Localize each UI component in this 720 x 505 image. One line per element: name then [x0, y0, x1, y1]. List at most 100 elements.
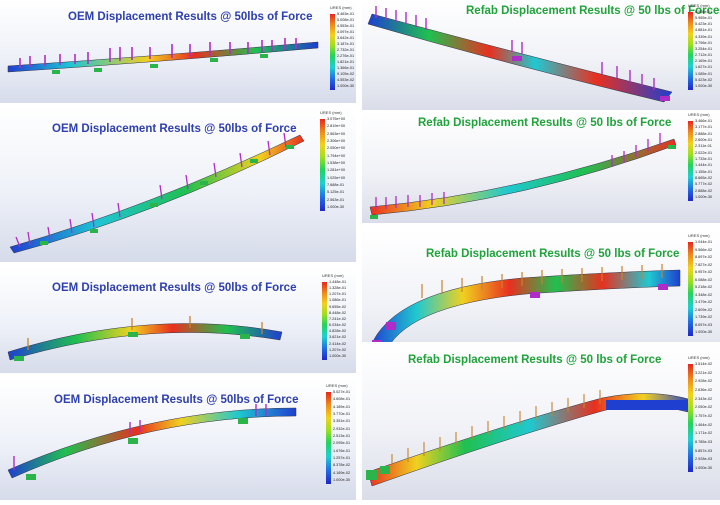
legend-tick-label: 2.928e-02 — [695, 379, 713, 384]
legend-tick-label: 2.050e+00 — [327, 146, 346, 151]
legend-ticks: 3.466e-01 3.177e-01 2.888e-01 2.600e-01 2.31… — [695, 119, 712, 199]
legend-tick-label: 6.088e-02 — [695, 277, 713, 282]
legend-tick-label: 3.075e+00 — [327, 117, 346, 121]
legend-tick-label: 2.888e-02 — [695, 188, 713, 193]
legend-tick-label: 2.732e-01 — [337, 48, 355, 52]
beam-model — [367, 6, 673, 103]
legend-tick-label: 1.448e-01 — [329, 280, 347, 284]
legend-tick-label: 1.171e-02 — [695, 431, 713, 436]
color-legend: URES (mm) 5.463e-01 5.008e-01 4.553e-01 4.0… — [330, 5, 356, 90]
panel-oem-3: OEM Displacement Results @ 50lbs of Forc… — [0, 268, 356, 373]
legend-tick-label: 1.000e-30 — [695, 83, 713, 88]
beam-model — [369, 133, 677, 219]
legend-tick-label: 1.207e-01 — [329, 292, 347, 297]
legend-tick-label: 1.000e-30 — [329, 353, 347, 358]
load-arrows — [19, 38, 297, 68]
legend-ticks: 3.075e+00 2.819e+00 2.563e+00 2.306e+00 2.05… — [327, 117, 345, 209]
legend-bar — [688, 242, 693, 336]
legend-tick-label: 7.688e-01 — [327, 182, 345, 187]
legend-tick-label: 3.187e-01 — [337, 42, 355, 46]
legend-tick-label: 2.095e-01 — [333, 441, 351, 446]
legend-tick-label: 1.627e-01 — [695, 65, 713, 70]
legend-tick-label: 1.207e-02 — [329, 347, 347, 352]
legend-tick-label: 2.888e-01 — [695, 131, 713, 136]
legend-tick-label: 3.221e-02 — [695, 370, 713, 375]
legend-tick-label: 1.000e-30 — [333, 477, 351, 482]
load-arrows — [391, 390, 601, 468]
legend-tick-label: 4.339e-01 — [695, 34, 713, 39]
legend-tick-label: 5.463e-01 — [337, 12, 355, 16]
legend-unit: URES (mm) — [688, 355, 710, 360]
legend-tick-label: 8.378e-02 — [333, 463, 351, 468]
legend-tick-label: 1.821e-01 — [337, 60, 355, 64]
load-arrows — [27, 316, 263, 350]
legend-tick-label: 1.044e-01 — [695, 240, 713, 244]
fixtures — [26, 418, 248, 480]
panel-refab-2: Refab Displacement Results @ 50 lbs of F… — [362, 111, 720, 223]
legend-tick-label: 3.514e-02 — [695, 362, 713, 366]
legend-bar — [326, 392, 331, 484]
legend-tick-label: 3.254e-01 — [695, 46, 713, 51]
panel-title: OEM Displacement Results @ 50lbs of Forc… — [52, 282, 297, 294]
beam-model — [9, 132, 305, 254]
fixtures — [14, 332, 250, 361]
legend-tick-label: 7.241e-02 — [329, 316, 347, 321]
legend-tick-label: 2.928e-03 — [695, 457, 713, 462]
fixtures — [512, 56, 670, 101]
legend-tick-label: 2.563e+00 — [327, 131, 346, 136]
color-legend: URES (mm) 1.044e-01 9.566e-02 8.697e-02 7.8… — [688, 233, 718, 336]
legend-tick-label: 1.086e-01 — [329, 298, 347, 303]
legend-unit: URES (mm) — [688, 233, 710, 238]
legend-tick-label: 4.189e-02 — [333, 470, 351, 475]
legend-tick-label: 1.464e-02 — [695, 422, 713, 427]
legend-tick-label: 2.609e-02 — [695, 307, 713, 312]
legend-tick-label: 5.008e-01 — [337, 18, 355, 22]
legend-unit: URES (mm) — [330, 5, 352, 10]
legend-tick-label: 9.566e-02 — [695, 247, 713, 252]
legend-tick-label: 1.444e-01 — [695, 163, 713, 168]
legend-tick-label: 4.828e-02 — [329, 329, 347, 334]
legend-bar — [688, 364, 693, 472]
fixtures — [52, 54, 268, 74]
panel-title: OEM Displacement Results @ 50lbs of Forc… — [68, 11, 313, 23]
legend-tick-label: 3.642e-01 — [337, 36, 355, 40]
legend-tick-label: 2.022e-01 — [695, 150, 713, 155]
legend-tick-label: 4.348e-02 — [695, 292, 713, 297]
fixtures — [606, 400, 690, 410]
legend-tick-label: 2.414e-02 — [329, 341, 347, 346]
legend-tick-label: 3.770e-01 — [333, 411, 351, 416]
legend-unit: URES (mm) — [688, 112, 710, 117]
legend-tick-label: 5.965e-01 — [695, 16, 713, 21]
legend-tick-label: 1.000e-30 — [695, 465, 713, 470]
legend-tick-label: 3.351e-01 — [333, 419, 351, 424]
panel-title: Refab Displacement Results @ 50 lbs of F… — [426, 248, 680, 260]
legend-tick-label: 1.000e-30 — [695, 330, 713, 334]
legend-tick-label: 9.105e-02 — [337, 72, 355, 76]
beam-body — [369, 269, 681, 357]
legend-tick-label: 5.857e-03 — [695, 448, 713, 453]
legend-tick-label: 8.697e-02 — [695, 255, 713, 259]
legend-tick-label: 1.257e-01 — [333, 455, 351, 460]
legend-tick-label: 2.311e-01 — [695, 144, 712, 149]
legend-tick-label: 1.366e-01 — [337, 66, 355, 70]
legend-tick-label: 5.423e-01 — [695, 22, 713, 27]
legend-tick-label: 3.621e-02 — [329, 335, 347, 340]
panel-title: Refab Displacement Results @ 50 lbs of F… — [408, 354, 662, 366]
load-arrows — [375, 133, 661, 209]
legend-tick-label: 4.097e-01 — [337, 30, 355, 34]
legend-tick-label: 5.125e-01 — [327, 190, 345, 195]
legend-tick-label: 2.169e-01 — [695, 59, 713, 64]
legend-tick-label: 1.757e-02 — [695, 413, 713, 418]
legend-tick-label: 6.508e-01 — [695, 10, 713, 14]
color-legend: URES (mm) 3.466e-01 3.177e-01 2.888e-01 2.6… — [688, 112, 718, 201]
legend-tick-label: 1.733e-01 — [695, 156, 713, 161]
legend-tick-label: 5.777e-02 — [695, 182, 713, 187]
legend-tick-label: 6.034e-02 — [329, 323, 347, 328]
beam-model — [7, 316, 283, 361]
panel-oem-2: OEM Displacement Results @ 50lbs of Forc… — [0, 107, 356, 262]
beam-body — [369, 138, 677, 216]
legend-tick-label: 1.000e-30 — [337, 84, 355, 88]
legend-tick-label: 4.881e-01 — [695, 28, 713, 33]
legend-ticks: 6.508e-01 5.965e-01 5.423e-01 4.881e-01 4.33… — [695, 10, 712, 88]
load-arrows — [421, 264, 663, 298]
